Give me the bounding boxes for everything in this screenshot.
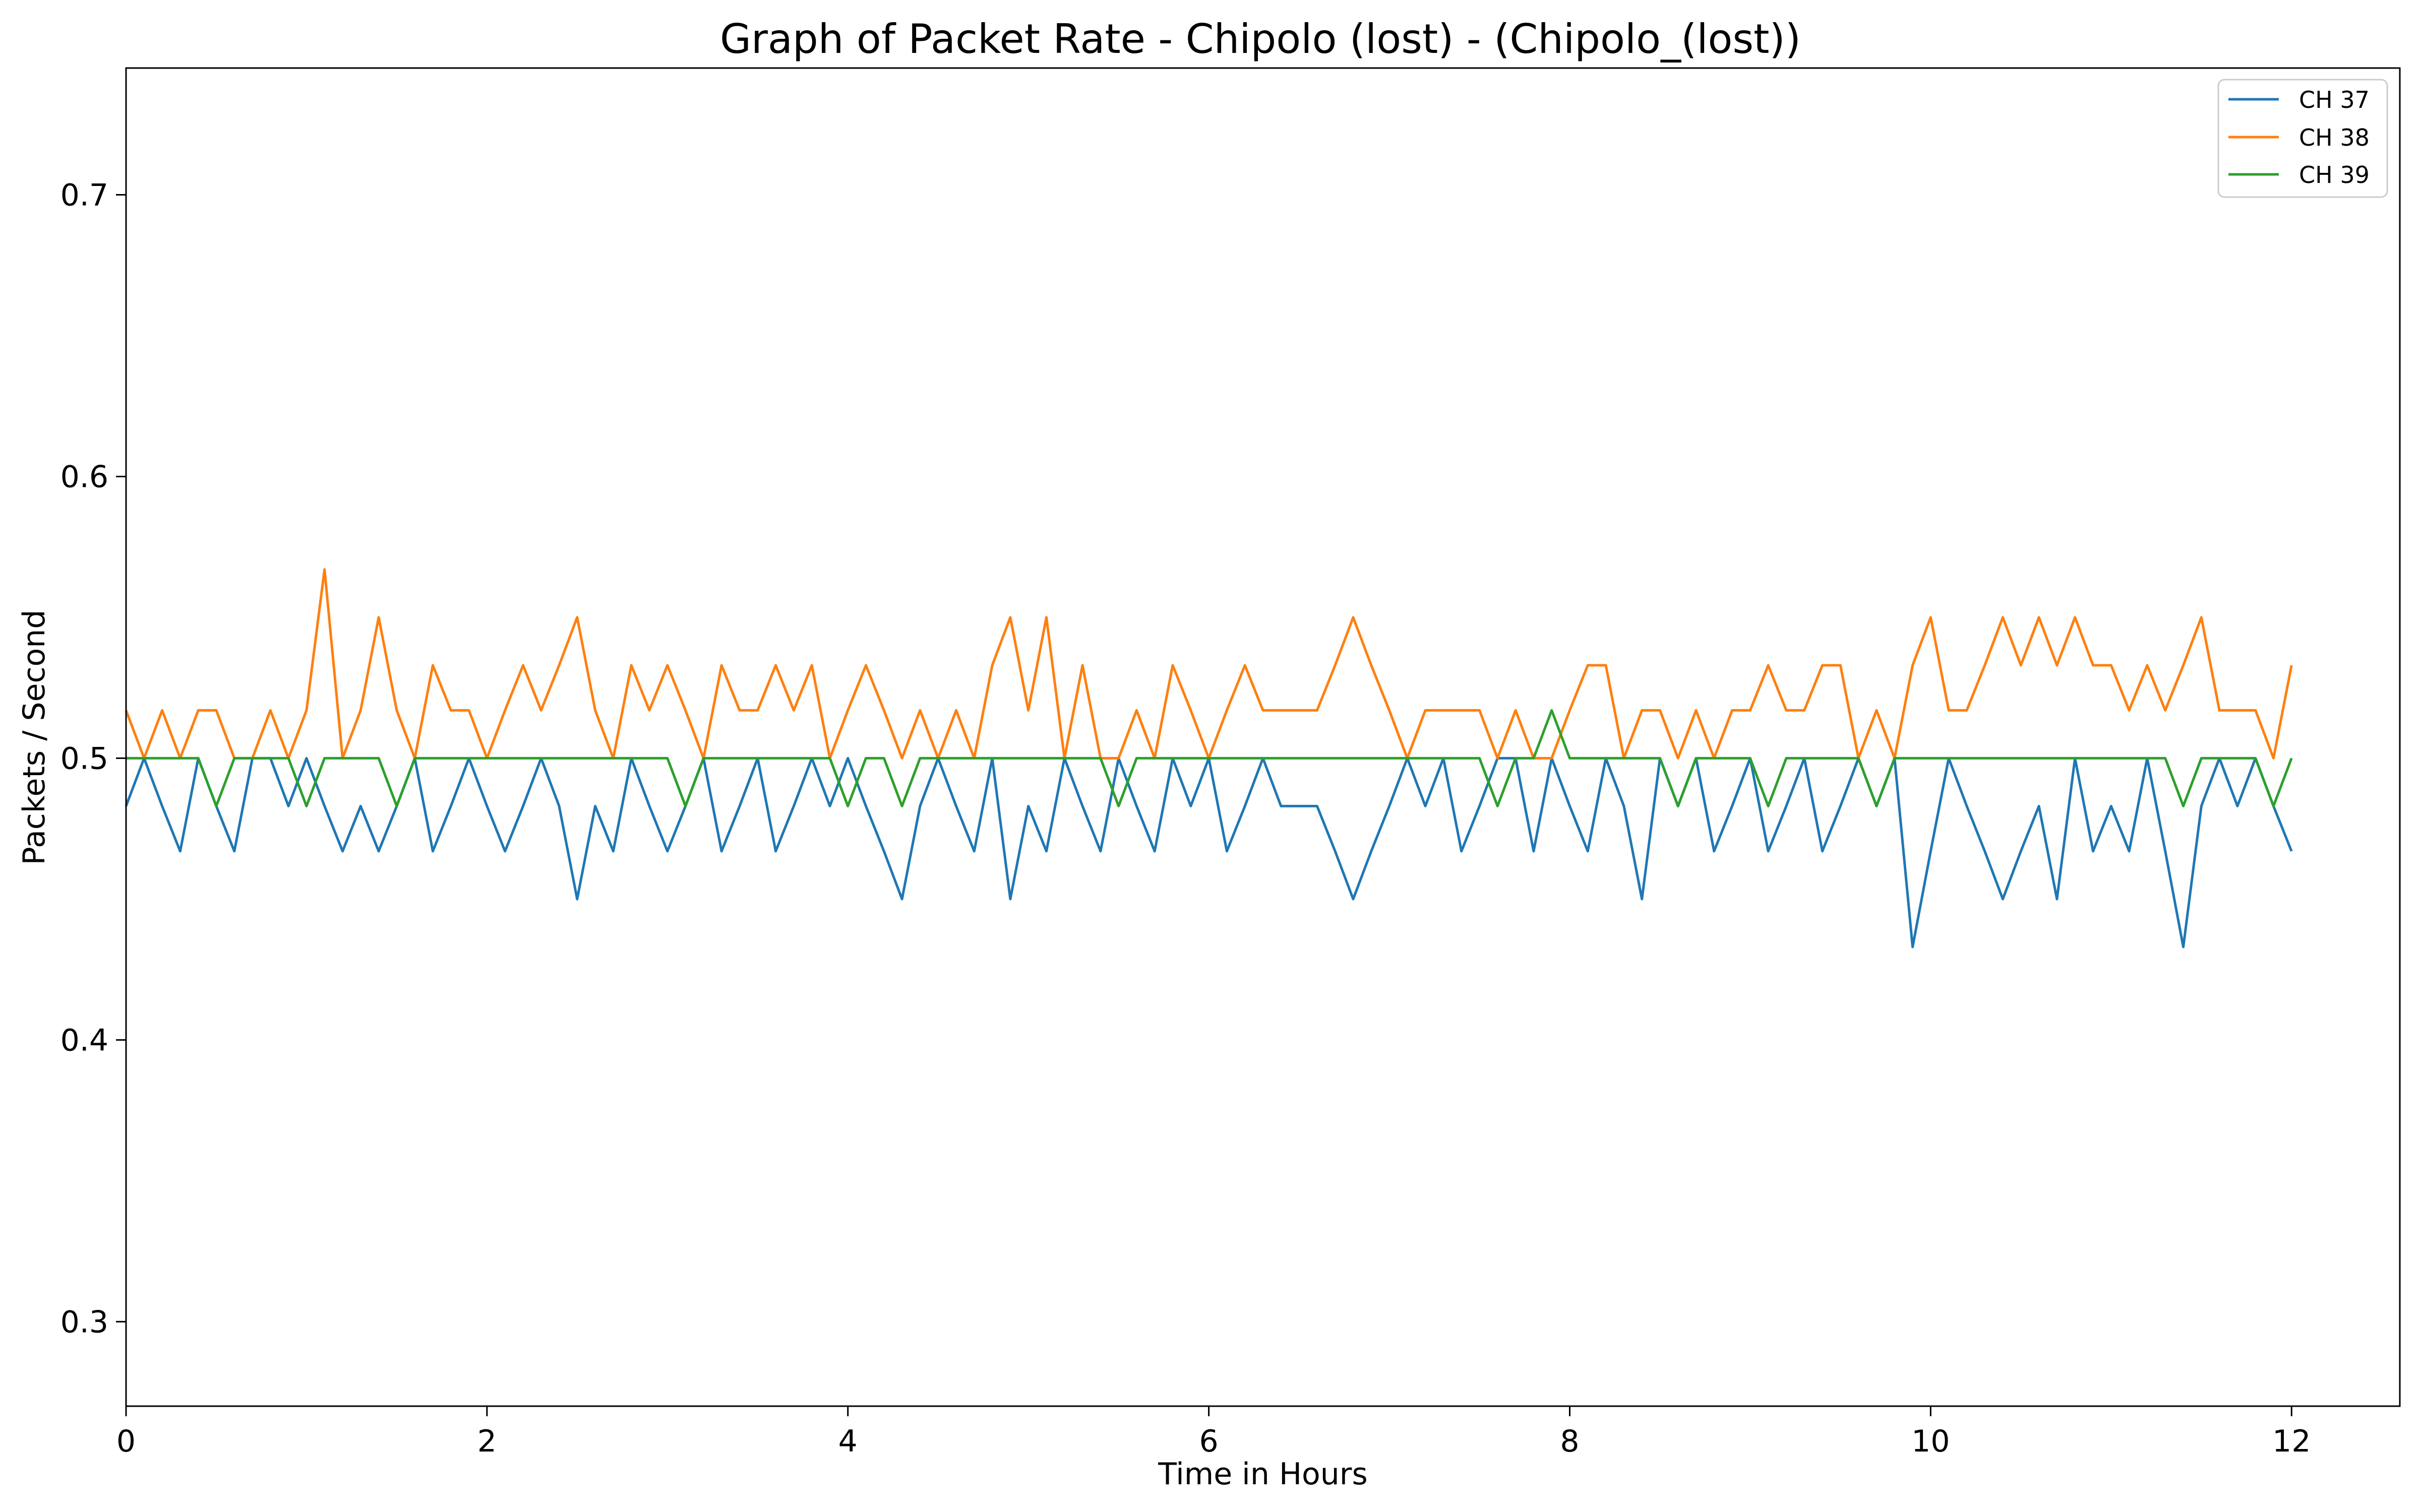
y-tick-label: 0.6 bbox=[60, 459, 108, 494]
y-tick-label: 0.4 bbox=[60, 1023, 108, 1058]
legend-label-ch38: CH 38 bbox=[2299, 124, 2370, 151]
legend-label-ch37: CH 37 bbox=[2299, 86, 2370, 113]
legend-label-ch39: CH 39 bbox=[2299, 161, 2370, 188]
y-axis-ticks: 0.3 0.4 0.5 0.6 0.7 bbox=[60, 178, 126, 1340]
x-tick-label: 8 bbox=[1560, 1424, 1579, 1459]
x-axis-label: Time in Hours bbox=[1158, 1457, 1367, 1492]
x-axis-ticks: 0 2 4 6 8 10 12 bbox=[116, 1406, 2311, 1459]
y-tick-label: 0.5 bbox=[60, 741, 108, 776]
x-tick-label: 6 bbox=[1199, 1424, 1219, 1459]
y-tick-label: 0.3 bbox=[60, 1304, 108, 1340]
x-tick-label: 0 bbox=[116, 1424, 136, 1459]
plot-lines bbox=[125, 568, 2293, 949]
y-tick-label: 0.7 bbox=[60, 178, 108, 213]
x-tick-label: 10 bbox=[1911, 1424, 1950, 1459]
chart-title: Graph of Packet Rate - Chipolo (lost) - … bbox=[720, 16, 1801, 62]
y-axis-label: Packets / Second bbox=[17, 610, 52, 865]
x-tick-label: 2 bbox=[477, 1424, 497, 1459]
legend: CH 37 CH 38 CH 39 bbox=[2217, 79, 2388, 198]
plot-frame bbox=[125, 67, 2401, 1407]
x-tick-label: 4 bbox=[838, 1424, 858, 1459]
x-tick-label: 12 bbox=[2272, 1424, 2311, 1459]
legend-box bbox=[2217, 79, 2388, 198]
series-line-ch39 bbox=[126, 709, 2293, 807]
